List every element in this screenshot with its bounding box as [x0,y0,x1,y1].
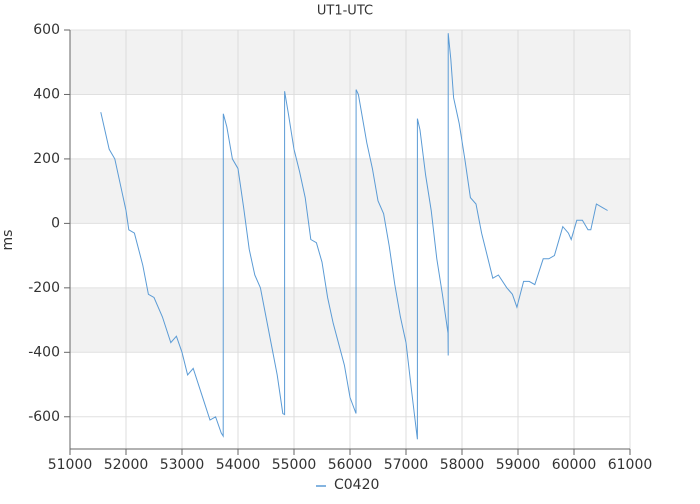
data-line [100,33,608,440]
y-tick-label: 600 [33,22,60,38]
x-tick-label: 51000 [48,457,93,473]
x-tick-label: 58000 [440,457,485,473]
y-tick-label: -400 [28,344,60,360]
x-tick-label: 55000 [272,457,317,473]
x-tick-label: 52000 [104,457,149,473]
y-tick-label: 400 [33,86,60,102]
y-tick-label: -200 [28,280,60,296]
chart-title: UT1-UTC [317,4,373,19]
x-tick-label: 57000 [384,457,429,473]
x-tick-label: 53000 [160,457,205,473]
y-tick-label: 0 [51,215,60,231]
x-tick-label: 59000 [496,457,541,473]
x-tick-label: 54000 [216,457,261,473]
x-tick-label: 61000 [608,457,653,473]
y-tick-label: 200 [33,151,60,167]
legend-label: C0420 [334,477,379,493]
y-tick-label: -600 [28,409,60,425]
x-tick-label: 60000 [552,457,597,473]
x-tick-label: 56000 [328,457,373,473]
y-axis-label: ms [0,230,16,251]
